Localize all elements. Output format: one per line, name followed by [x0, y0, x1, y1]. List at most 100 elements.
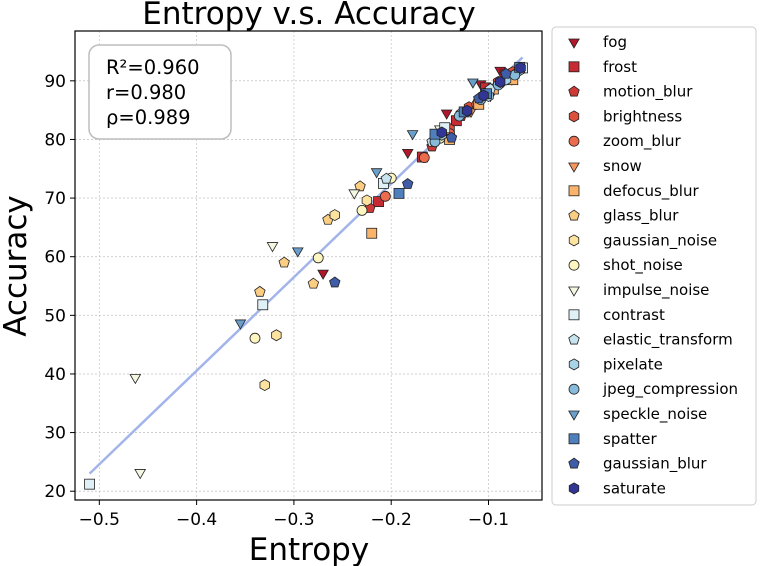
- point-gaussian_noise: [271, 329, 282, 342]
- x-tick-label: −0.1: [468, 510, 509, 530]
- point-zoom_blur: [418, 152, 430, 164]
- point-speckle_noise: [234, 319, 247, 330]
- stats-box-frame: [88, 44, 232, 140]
- legend-item-speckle_noise: speckle_noise: [568, 405, 707, 424]
- y-tick-label: 80: [44, 130, 66, 150]
- legend-item-zoom_blur: zoom_blur: [568, 132, 682, 151]
- legend-item-saturate: saturate: [568, 479, 666, 497]
- legend-marker-pixelate: [568, 358, 580, 371]
- legend-marker-jpeg_compression: [568, 383, 580, 395]
- legend-item-elastic_transform: elastic_transform: [568, 331, 733, 350]
- point-contrast: [84, 478, 95, 490]
- legend-marker-zoom_blur: [568, 135, 580, 147]
- legend-label-impulse_noise: impulse_noise: [603, 281, 709, 300]
- legend-marker-saturate: [568, 482, 580, 495]
- point-gaussian_blur: [445, 131, 458, 143]
- point-impulse_noise: [348, 189, 361, 200]
- point-elastic_transform: [380, 172, 393, 184]
- legend-label-pixelate: pixelate: [603, 355, 663, 373]
- legend-marker-gaussian_blur: [568, 457, 580, 469]
- chart-title: Entropy v.s. Accuracy: [142, 0, 475, 32]
- point-contrast: [257, 299, 269, 311]
- x-tick-label: −0.2: [371, 510, 412, 530]
- legend-item-jpeg_compression: jpeg_compression: [568, 380, 738, 399]
- legend-label-spatter: spatter: [603, 430, 658, 448]
- y-tick-label: 30: [44, 424, 66, 444]
- legend-item-gaussian_blur: gaussian_blur: [568, 455, 707, 474]
- legend-marker-shot_noise: [568, 259, 580, 271]
- legend-label-frost: frost: [603, 58, 637, 76]
- legend-label-gaussian_noise: gaussian_noise: [603, 231, 717, 250]
- legend-marker-spatter: [568, 433, 580, 445]
- data-points: [84, 61, 528, 490]
- y-axis-ticks: 20 30 40 50 60 70 80 90: [44, 72, 75, 502]
- point-speckle_noise: [406, 130, 419, 141]
- point-shot_noise: [249, 332, 261, 344]
- legend-marker-gaussian_noise: [568, 234, 580, 247]
- point-gaussian_blur: [329, 276, 341, 288]
- legend-label-gaussian_blur: gaussian_blur: [603, 455, 707, 474]
- legend-marker-elastic_transform: [568, 333, 580, 345]
- y-tick-label: 20: [44, 482, 66, 502]
- legend-item-snow: snow: [568, 157, 642, 175]
- point-fog: [401, 148, 414, 160]
- legend-item-glass_blur: glass_blur: [568, 207, 679, 226]
- point-glass_blur: [354, 180, 366, 192]
- legend-item-impulse_noise: impulse_noise: [568, 281, 709, 300]
- point-speckle_noise: [370, 168, 383, 179]
- y-tick-label: 70: [44, 189, 66, 209]
- stat-pearson-r: r=0.980: [106, 81, 186, 104]
- legend-marker-speckle_noise: [568, 410, 580, 421]
- point-gaussian_blur: [402, 178, 414, 189]
- legend-marker-impulse_noise: [568, 286, 580, 297]
- legend-item-gaussian_noise: gaussian_noise: [568, 231, 717, 250]
- x-tick-label: −0.3: [273, 510, 314, 530]
- point-fog: [440, 109, 453, 120]
- legend-label-fog: fog: [603, 33, 627, 51]
- point-saturate: [478, 89, 489, 102]
- legend-marker-snow: [568, 162, 580, 173]
- point-impulse_noise: [134, 469, 147, 480]
- point-gaussian_noise: [329, 209, 340, 222]
- legend-label-brightness: brightness: [603, 107, 682, 125]
- point-impulse_noise: [129, 374, 142, 385]
- legend-label-jpeg_compression: jpeg_compression: [602, 380, 738, 399]
- point-speckle_noise: [291, 247, 304, 258]
- legend-marker-frost: [568, 61, 580, 73]
- point-zoom_blur: [379, 190, 391, 202]
- point-glass_blur: [307, 277, 320, 289]
- legend-label-contrast: contrast: [603, 306, 665, 324]
- legend-item-defocus_blur: defocus_blur: [568, 182, 699, 201]
- x-tick-label: −0.5: [79, 510, 120, 530]
- legend-marker-brightness: [568, 110, 580, 123]
- legend-marker-motion_blur: [568, 85, 580, 97]
- point-shot_noise: [312, 252, 324, 264]
- legend-label-saturate: saturate: [603, 479, 666, 497]
- legend-label-glass_blur: glass_blur: [603, 207, 679, 226]
- point-frost: [373, 196, 384, 207]
- legend-label-shot_noise: shot_noise: [603, 256, 683, 275]
- legend-marker-fog: [568, 38, 580, 49]
- stats-box: R²=0.960 r=0.980 ρ=0.989: [88, 44, 232, 140]
- y-tick-label: 40: [44, 365, 66, 385]
- y-tick-label: 90: [44, 72, 66, 92]
- legend-frame: [551, 26, 757, 506]
- legend-item-shot_noise: shot_noise: [568, 256, 683, 275]
- point-glass_blur: [254, 285, 266, 297]
- point-saturate: [515, 61, 526, 74]
- legend-label-motion_blur: motion_blur: [603, 83, 693, 102]
- y-axis-label: Accuracy: [0, 195, 34, 337]
- legend-item-fog: fog: [568, 33, 627, 51]
- point-gaussian_noise: [259, 379, 270, 392]
- point-shot_noise: [356, 204, 368, 216]
- legend-marker-glass_blur: [568, 209, 580, 221]
- point-saturate: [461, 104, 473, 117]
- point-saturate: [495, 76, 506, 88]
- legend-label-zoom_blur: zoom_blur: [603, 132, 682, 151]
- point-glass_blur: [278, 256, 290, 268]
- legend-item-contrast: contrast: [568, 306, 665, 324]
- point-gaussian_noise: [361, 194, 373, 207]
- y-tick-label: 50: [44, 306, 66, 326]
- x-axis-label: Entropy: [249, 532, 369, 566]
